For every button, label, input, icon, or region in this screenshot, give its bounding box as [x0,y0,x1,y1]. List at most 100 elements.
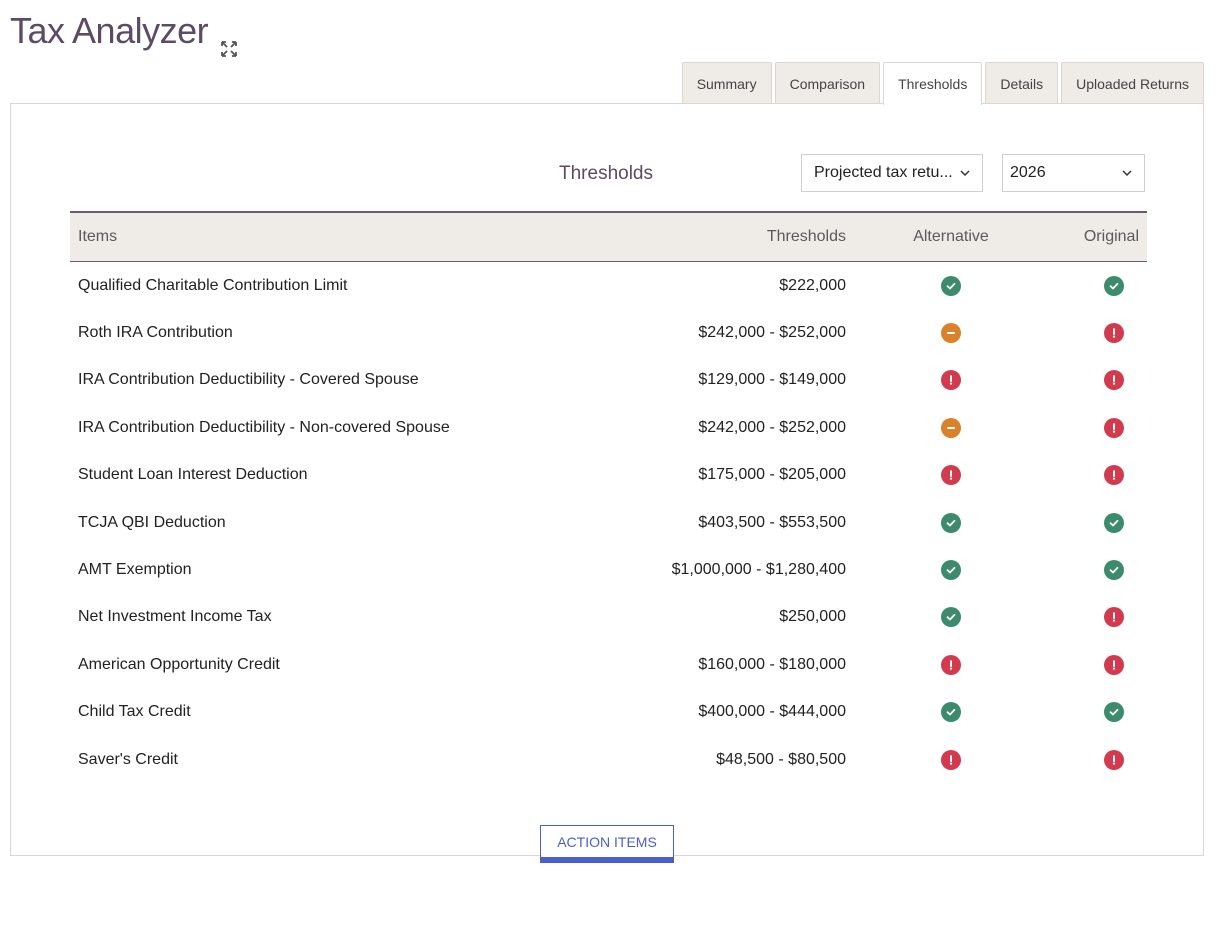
original-status-cell [1056,275,1139,296]
alert-circle-icon [1104,417,1124,438]
item-name: IRA Contribution Deductibility - Covered… [78,371,419,389]
alternative-status-cell [846,749,1056,770]
alternative-status-cell [846,370,1056,391]
threshold-value: $222,000 [779,276,846,294]
tab-bar: Summary Comparison Thresholds Details Up… [681,62,1204,105]
alternative-status-cell [846,560,1056,581]
original-status-cell [1056,749,1139,770]
original-status-cell [1056,512,1139,533]
table-row: Child Tax Credit $400,000 - $444,000 [70,689,1147,736]
header-thresholds: Thresholds [766,228,846,245]
minus-circle-icon [941,323,961,344]
app-header: Tax Analyzer [10,10,238,57]
section-title: Thresholds [559,163,653,184]
alert-circle-icon [1104,370,1124,391]
alert-circle-icon [1104,465,1124,486]
tab-details[interactable]: Details [985,62,1059,104]
original-status-cell [1056,370,1139,391]
action-items-button[interactable]: ACTION ITEMS [540,825,674,863]
original-status-cell [1056,417,1139,438]
check-circle-icon [1104,275,1124,296]
threshold-value: $48,500 - $80,500 [716,750,846,768]
table-row: TCJA QBI Deduction $403,500 - $553,500 [70,499,1147,546]
alert-circle-icon [1104,323,1124,344]
original-status-cell [1056,702,1139,723]
thresholds-table: Items Thresholds Alternative Original Qu… [70,211,1147,783]
check-circle-icon [941,607,961,628]
check-circle-icon [1104,512,1124,533]
alert-circle-icon [1104,607,1124,628]
thresholds-panel: Thresholds Projected tax retu... 2026 It… [10,103,1204,863]
table-row: Qualified Charitable Contribution Limit $… [70,262,1147,309]
year-select[interactable]: 2026 [1002,154,1145,192]
minus-circle-icon [941,417,961,438]
tab-comparison[interactable]: Comparison [774,62,881,104]
item-name: IRA Contribution Deductibility - Non-cov… [78,418,450,436]
original-status-cell [1056,323,1139,344]
threshold-value: $175,000 - $205,000 [698,466,846,484]
alert-circle-icon [1104,749,1124,770]
threshold-value: $400,000 - $444,000 [698,703,846,721]
alternative-status-cell [846,702,1056,723]
threshold-value: $129,000 - $149,000 [698,371,846,389]
header-original: Original [1083,228,1139,245]
chevron-down-icon [1122,170,1132,177]
year-select-value: 2026 [1010,164,1046,181]
original-status-cell [1056,560,1139,581]
tab-label: Comparison [789,75,866,92]
alternative-status-cell [846,275,1056,296]
original-status-cell [1056,654,1139,675]
alternative-status-cell [846,417,1056,438]
return-select[interactable]: Projected tax retu... [801,154,983,192]
table-row: Student Loan Interest Deduction $175,000 … [70,452,1147,499]
item-name: Child Tax Credit [78,703,191,721]
alternative-status-cell [846,512,1056,533]
expand-icon[interactable] [220,25,238,57]
alternative-status-cell [846,607,1056,628]
threshold-value: $403,500 - $553,500 [698,513,846,531]
alternative-status-cell [846,465,1056,486]
table-row: Saver's Credit $48,500 - $80,500 [70,736,1147,783]
tab-uploaded-returns[interactable]: Uploaded Returns [1061,62,1204,104]
threshold-value: $1,000,000 - $1,280,400 [671,561,846,579]
item-name: Qualified Charitable Contribution Limit [78,276,348,294]
tab-label: Summary [696,75,757,92]
check-circle-icon [941,512,961,533]
alert-circle-icon [1104,654,1124,675]
return-select-value: Projected tax retu... [814,164,953,181]
table-row: Roth IRA Contribution $242,000 - $252,000 [70,309,1147,356]
check-circle-icon [1104,560,1124,581]
table-body: Qualified Charitable Contribution Limit $… [70,262,1147,783]
tab-thresholds[interactable]: Thresholds [883,62,983,105]
check-circle-icon [941,275,961,296]
tab-label: Details [1000,75,1044,92]
item-name: Net Investment Income Tax [78,608,272,626]
alert-circle-icon [941,370,961,391]
tab-label: Uploaded Returns [1076,75,1189,92]
chevron-down-icon [960,170,970,177]
alert-circle-icon [941,465,961,486]
alternative-status-cell [846,654,1056,675]
threshold-value: $242,000 - $252,000 [698,418,846,436]
threshold-value: $160,000 - $180,000 [698,655,846,673]
item-name: TCJA QBI Deduction [78,513,226,531]
alert-circle-icon [941,654,961,675]
page-title: Tax Analyzer [10,10,209,51]
header-items: Items [78,228,118,245]
original-status-cell [1056,465,1139,486]
tab-summary[interactable]: Summary [681,62,772,104]
item-name: American Opportunity Credit [78,655,280,673]
table-row: IRA Contribution Deductibility - Non-cov… [70,404,1147,451]
item-name: Saver's Credit [78,750,178,768]
original-status-cell [1056,607,1139,628]
alert-circle-icon [941,749,961,770]
tab-label: Thresholds [898,76,968,92]
threshold-value: $242,000 - $252,000 [698,324,846,342]
table-header: Items Thresholds Alternative Original [70,213,1147,262]
item-name: AMT Exemption [78,561,192,579]
check-circle-icon [941,560,961,581]
check-circle-icon [941,702,961,723]
table-row: American Opportunity Credit $160,000 - $1… [70,641,1147,688]
header-alternative: Alternative [913,228,989,245]
table-row: IRA Contribution Deductibility - Covered… [70,357,1147,404]
